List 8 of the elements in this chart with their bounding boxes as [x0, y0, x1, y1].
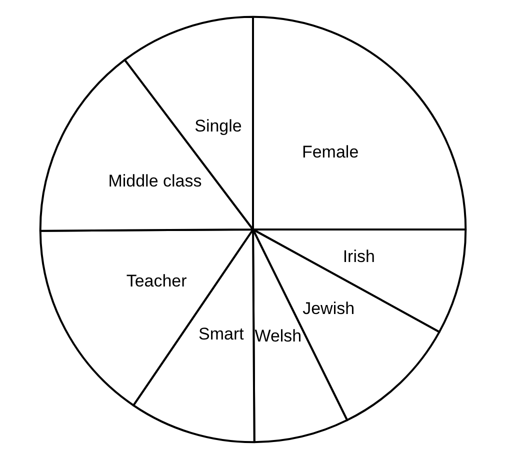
- slice-label: Jewish: [302, 298, 355, 318]
- slice-label: Welsh: [254, 326, 302, 346]
- slice-label: Single: [194, 116, 242, 136]
- slice-label: Middle class: [108, 172, 202, 191]
- slice-label: Teacher: [126, 271, 188, 290]
- slice-label: Smart: [198, 324, 244, 344]
- slice-label: Irish: [342, 247, 375, 266]
- slice-label: Female: [302, 142, 359, 162]
